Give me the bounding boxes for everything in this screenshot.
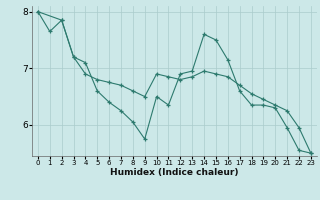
X-axis label: Humidex (Indice chaleur): Humidex (Indice chaleur) <box>110 168 239 177</box>
